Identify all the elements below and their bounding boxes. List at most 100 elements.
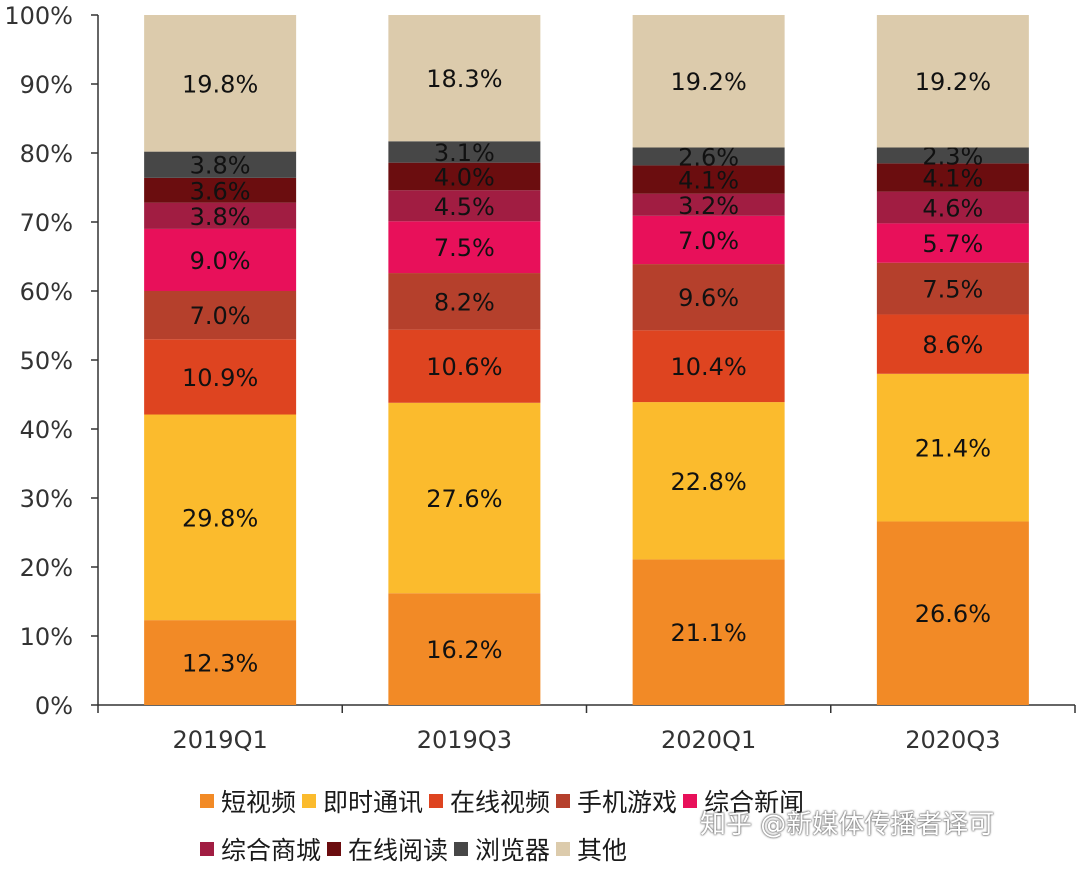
legend-row: 短视频 即时通讯 在线视频 手机游戏 综合新闻 [200,782,1060,820]
legend-label: 手机游戏 [577,788,678,817]
bar-segment [144,177,297,203]
y-tick-label: 80% [20,140,73,168]
data-label: 10.6% [426,353,502,381]
legend-label: 综合商城 [221,836,322,865]
legend-item: 综合商城 [200,831,321,867]
x-axis: 2019Q1 2019Q3 2020Q1 2020Q3 [97,704,1076,754]
bar-segment [388,402,541,594]
bar-segment [388,162,541,191]
legend-label: 即时通讯 [323,788,424,817]
data-label: 10.4% [671,353,747,381]
bar-segment [876,15,1029,148]
data-label: 9.6% [678,284,739,312]
y-tick-label: 50% [20,347,73,375]
data-label: 3.6% [190,177,251,205]
bar-segment [876,191,1029,224]
data-label: 7.0% [678,227,739,255]
bar-segment [144,151,297,178]
legend-swatch [302,794,317,808]
y-tick-label: 20% [20,554,73,582]
data-label: 27.6% [426,485,502,513]
y-tick-label: 30% [20,485,73,513]
data-label: 8.6% [922,331,983,359]
y-tick-label: 60% [20,278,73,306]
data-label: 4.1% [678,167,739,195]
legend-swatch [200,842,214,856]
watermark: 知乎 @新媒体传播者译可 [700,810,995,840]
bar-segment [632,264,785,331]
legend-swatch [200,794,214,808]
data-label: 2.6% [678,143,739,171]
data-label: 22.8% [671,468,747,496]
data-label: 16.2% [426,636,502,664]
legend-label: 在线阅读 [348,836,449,865]
data-label: 8.2% [434,288,495,316]
data-label: 21.1% [671,619,747,647]
y-tick-label: 90% [20,71,73,99]
data-label: 4.1% [922,164,983,192]
bar-segment [144,291,297,340]
bar-segment [876,314,1029,374]
bar-segment [388,221,541,274]
legend-swatch [327,842,342,856]
legend-item: 短视频 [200,783,296,819]
data-label: 19.2% [671,68,747,96]
legend-item: 其他 [556,831,627,867]
bar-segment [876,262,1029,315]
data-label: 7.5% [922,276,983,304]
data-label: 4.0% [434,163,495,191]
data-label: 12.3% [182,650,258,678]
legend-item: 综合新闻 [683,783,804,819]
data-label: 3.1% [434,139,495,167]
data-label: 3.8% [190,203,251,231]
bar-segment [632,165,785,194]
legend-label: 其他 [577,836,628,865]
legend-item: 即时通讯 [302,783,423,819]
bar-segment [388,141,541,163]
bar-segment [632,15,785,148]
legend-swatch [429,794,444,808]
legend-label: 在线视频 [450,788,551,817]
legend: 短视频 即时通讯 在线视频 手机游戏 综合新闻 综合商城 在线阅读 浏览器 其他 [200,782,1060,878]
data-label: 21.4% [915,435,991,463]
bar-segment [876,223,1029,263]
bar-segment [632,193,785,216]
bar-segment [632,215,785,265]
legend-swatch [556,794,571,808]
bars: 12.3% 29.8% 10.9% 7.0% 9.0% 3.8%3.6%3.8% 19.8%… [144,15,1029,705]
legend-swatch [454,842,469,856]
data-label: 19.8% [182,70,258,98]
data-label: 9.0% [190,247,251,275]
data-label: 19.2% [915,68,991,96]
bar-segment [876,147,1029,164]
bar-segment [144,620,297,705]
data-label: 4.5% [434,193,495,221]
legend-label: 综合新闻 [704,788,805,817]
bar-segment [876,373,1029,522]
data-label: 7.0% [190,302,251,330]
x-tick-label: 2019Q1 [173,726,268,754]
bar-segment [632,147,785,166]
legend-swatch [683,794,698,808]
legend-label: 短视频 [221,788,297,817]
data-label: 26.6% [915,600,991,628]
bar-segment [144,414,297,621]
x-tick-label: 2019Q3 [417,726,512,754]
legend-swatch [556,842,571,856]
bar-segment [144,202,297,229]
bar-segment [388,190,541,222]
y-tick-label: 100% [4,2,73,30]
y-tick-label: 70% [20,209,73,237]
bar-segment [876,521,1029,705]
data-label: 3.2% [678,192,739,220]
bar-segment [144,228,297,291]
data-label: 3.8% [190,152,251,180]
legend-label: 浏览器 [475,836,551,865]
bar-segment [388,15,541,142]
legend-item: 在线阅读 [327,831,448,867]
x-tick-label: 2020Q3 [905,726,1000,754]
legend-item: 浏览器 [454,831,550,867]
legend-item: 手机游戏 [556,783,677,819]
data-label: 18.3% [426,65,502,93]
data-label: 4.6% [922,195,983,223]
